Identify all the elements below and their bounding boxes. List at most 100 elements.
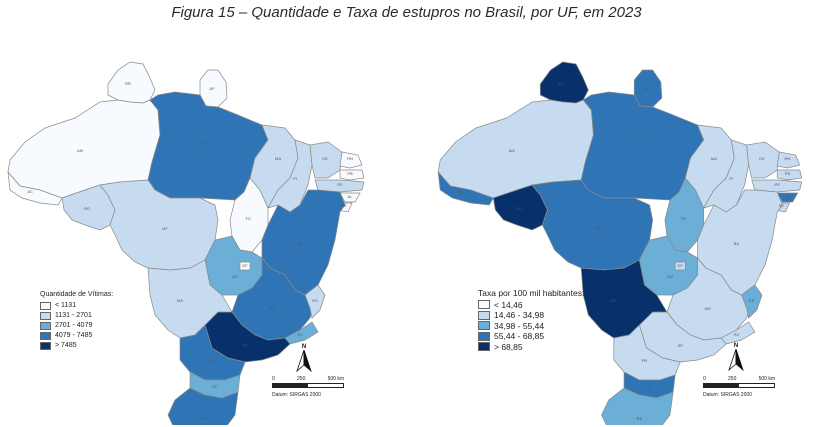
legend-item: < 1131 bbox=[40, 301, 113, 311]
uf-label-am: AM bbox=[77, 148, 83, 153]
legend-label: 34,98 - 55,44 bbox=[494, 320, 545, 331]
scale-tick: 0 bbox=[272, 376, 275, 382]
state-pr bbox=[613, 324, 681, 381]
legend-item: 1131 - 2701 bbox=[40, 311, 113, 321]
state-rs bbox=[167, 387, 239, 425]
scale-bar-graphic bbox=[272, 383, 344, 388]
uf-label-pb: PB bbox=[347, 171, 353, 176]
uf-label-ro: RO bbox=[516, 206, 522, 211]
legend-item: 4079 - 7485 bbox=[40, 331, 113, 341]
uf-label-rj: RJ bbox=[298, 332, 303, 337]
uf-label-pe: PE bbox=[337, 182, 343, 187]
legend-swatch bbox=[478, 331, 490, 341]
uf-label-ms: MS bbox=[611, 298, 617, 303]
uf-label-al: AL bbox=[785, 194, 791, 199]
uf-label-ce: CE bbox=[322, 156, 328, 161]
state-ac bbox=[7, 170, 63, 206]
state-rs bbox=[601, 387, 674, 425]
scale-bar: 0 250 500 km Datum: SIRGAS 2000 bbox=[272, 376, 344, 398]
state-pb bbox=[776, 169, 803, 181]
legend-label: 4079 - 7485 bbox=[55, 332, 93, 339]
legend-item: 2701 - 4079 bbox=[40, 321, 113, 331]
north-arrow: N bbox=[728, 343, 744, 373]
legend-swatch bbox=[478, 342, 490, 352]
north-label: N bbox=[733, 343, 739, 349]
state-rr bbox=[107, 61, 156, 104]
legend-label: < 14,46 bbox=[494, 299, 523, 310]
legend-item: 34,98 - 55,44 bbox=[478, 321, 584, 332]
uf-label-ac: AC bbox=[458, 189, 464, 194]
uf-label-pa: PA bbox=[637, 141, 642, 146]
uf-label-al: AL bbox=[348, 194, 354, 199]
uf-label-es: ES bbox=[749, 298, 755, 303]
legend-quantidade: Quantidade de Vítimas: < 1131 1131 - 2701… bbox=[40, 290, 113, 351]
state-al bbox=[776, 192, 799, 203]
state-df bbox=[239, 261, 251, 271]
legend-rows: < 14,46 14,46 - 34,98 34,98 - 55,44 55,44 -… bbox=[478, 300, 584, 353]
scale-ticks: 0 250 500 km bbox=[272, 376, 344, 382]
north-arrow-icon bbox=[296, 349, 312, 373]
uf-label-mt: MT bbox=[596, 226, 602, 231]
uf-label-rs: RS bbox=[637, 416, 643, 421]
scale-bar-graphic bbox=[703, 383, 775, 388]
uf-label-rs: RS bbox=[202, 416, 208, 421]
uf-label-ba: BA bbox=[734, 241, 740, 246]
legend-swatch bbox=[478, 300, 490, 310]
uf-label-pa: PA bbox=[202, 141, 207, 146]
uf-label-sp: SP bbox=[678, 343, 684, 348]
legend-label: 14,46 - 34,98 bbox=[494, 310, 545, 320]
legend-item: > 7485 bbox=[40, 341, 113, 351]
state-es bbox=[304, 284, 326, 319]
uf-label-ap: AP bbox=[209, 86, 215, 91]
scale-tick: 250 bbox=[297, 376, 306, 382]
state-rn bbox=[339, 151, 363, 169]
uf-label-sc: SC bbox=[647, 384, 653, 389]
legend-taxa: Taxa por 100 mil habitantes: < 14,46 14,4… bbox=[478, 288, 584, 352]
uf-label-go: GO bbox=[232, 274, 238, 279]
state-ce bbox=[309, 141, 343, 179]
uf-label-pr: PR bbox=[207, 358, 213, 363]
uf-label-rn: RN bbox=[347, 156, 353, 161]
uf-label-df: DF bbox=[678, 263, 684, 268]
state-ce bbox=[746, 141, 780, 179]
legend-rows: < 1131 1131 - 2701 2701 - 4079 4079 - 7485 >… bbox=[40, 301, 113, 351]
legend-swatch bbox=[40, 312, 51, 320]
uf-label-ma: MA bbox=[275, 156, 281, 161]
scale-ticks: 0 250 500 km bbox=[703, 376, 775, 382]
uf-label-to: TO bbox=[245, 216, 250, 221]
legend-label: > 7485 bbox=[55, 342, 77, 349]
uf-label-pe: PE bbox=[775, 182, 781, 187]
legend-item: < 14,46 bbox=[478, 300, 584, 311]
uf-label-pb: PB bbox=[785, 171, 791, 176]
legend-swatch bbox=[478, 321, 490, 331]
uf-label-rn: RN bbox=[785, 156, 791, 161]
uf-label-to: TO bbox=[680, 216, 686, 221]
state-ms bbox=[580, 259, 668, 339]
uf-label-pi: PI bbox=[729, 176, 733, 181]
uf-label-ap: AP bbox=[644, 86, 650, 91]
legend-swatch bbox=[478, 310, 490, 320]
uf-label-ro: RO bbox=[84, 206, 90, 211]
state-es bbox=[741, 284, 763, 319]
scale-tick: 0 bbox=[703, 376, 706, 382]
state-al bbox=[339, 192, 361, 203]
uf-label-pr: PR bbox=[642, 358, 648, 363]
uf-label-am: AM bbox=[509, 148, 516, 153]
legend-label: < 1131 bbox=[55, 302, 77, 309]
legend-item: 55,44 - 68,85 bbox=[478, 331, 584, 342]
legend-swatch bbox=[40, 342, 51, 350]
uf-label-ba: BA bbox=[297, 241, 303, 246]
north-arrow: N bbox=[296, 344, 312, 374]
uf-label-se: SE bbox=[341, 203, 347, 208]
legend-title: Quantidade de Vítimas: bbox=[40, 291, 114, 298]
state-rn bbox=[776, 151, 801, 169]
state-rr bbox=[539, 61, 589, 104]
scale-bar: 0 250 500 km Datum: SIRGAS 2000 bbox=[703, 376, 775, 398]
figure-title: Figura 15 – Quantidade e Taxa de estupro… bbox=[171, 4, 642, 21]
north-arrow-icon bbox=[728, 348, 744, 372]
state-ms bbox=[147, 259, 233, 339]
legend-title: Taxa por 100 mil habitantes: bbox=[478, 288, 585, 298]
uf-label-mg: MG bbox=[705, 306, 712, 311]
